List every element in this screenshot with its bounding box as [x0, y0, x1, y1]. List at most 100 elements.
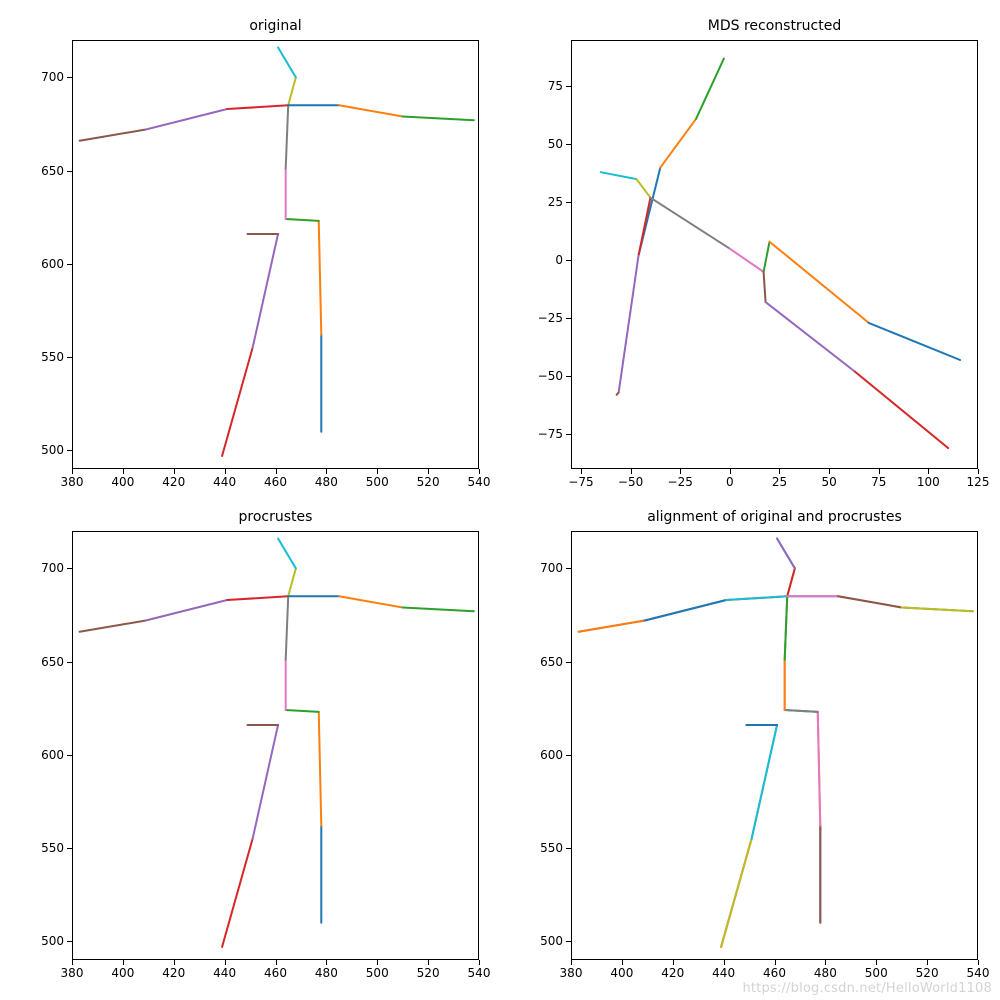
xtick-label: 420: [162, 966, 185, 980]
ytick-label: 500: [41, 443, 64, 457]
ytick-label: 650: [540, 655, 563, 669]
ytick-label: 550: [41, 841, 64, 855]
ytick-mark: [67, 848, 72, 849]
xtick-label: 400: [111, 966, 134, 980]
ytick-label: 0: [555, 253, 563, 267]
xtick-label: 540: [468, 475, 491, 489]
ytick-mark: [566, 568, 571, 569]
xtick-label: 125: [967, 475, 990, 489]
subplot-title: procrustes: [72, 509, 479, 525]
xtick-mark: [978, 469, 979, 474]
xtick-mark: [326, 469, 327, 474]
xtick-label: −50: [618, 475, 643, 489]
ytick-mark: [566, 941, 571, 942]
xtick-label: 480: [315, 475, 338, 489]
xtick-label: 500: [865, 966, 888, 980]
ytick-label: 500: [41, 934, 64, 948]
xtick-mark: [276, 960, 277, 965]
xtick-mark: [724, 960, 725, 965]
xtick-mark: [680, 469, 681, 474]
subplot-title: MDS reconstructed: [571, 18, 978, 34]
ytick-label: 650: [41, 655, 64, 669]
xtick-mark: [879, 469, 880, 474]
xtick-mark: [123, 469, 124, 474]
xtick-mark: [225, 469, 226, 474]
plot-lines: [72, 531, 479, 960]
ytick-label: 650: [41, 164, 64, 178]
ytick-label: 75: [548, 79, 563, 93]
xtick-label: −25: [668, 475, 693, 489]
xtick-label: 400: [610, 966, 633, 980]
xtick-label: 440: [213, 966, 236, 980]
xtick-label: 540: [967, 966, 990, 980]
xtick-mark: [928, 469, 929, 474]
watermark-text: https://blog.csdn.net/HelloWorld1108: [742, 981, 992, 996]
xtick-mark: [829, 469, 830, 474]
xtick-mark: [571, 960, 572, 965]
ytick-mark: [566, 86, 571, 87]
xtick-label: 380: [61, 475, 84, 489]
xtick-label: 480: [315, 966, 338, 980]
ytick-label: 600: [540, 748, 563, 762]
xtick-mark: [72, 469, 73, 474]
plot-lines: [571, 531, 978, 960]
xtick-mark: [775, 960, 776, 965]
xtick-mark: [622, 960, 623, 965]
plot-lines: [72, 40, 479, 469]
ytick-mark: [67, 357, 72, 358]
xtick-label: 460: [264, 475, 287, 489]
xtick-label: 380: [61, 966, 84, 980]
ytick-mark: [67, 77, 72, 78]
xtick-label: 75: [871, 475, 886, 489]
ytick-mark: [566, 434, 571, 435]
xtick-label: 440: [213, 475, 236, 489]
xtick-mark: [927, 960, 928, 965]
ytick-label: 50: [548, 137, 563, 151]
xtick-mark: [174, 960, 175, 965]
ytick-label: 500: [540, 934, 563, 948]
ytick-mark: [566, 848, 571, 849]
ytick-label: −25: [538, 311, 563, 325]
xtick-label: 0: [726, 475, 734, 489]
xtick-label: 420: [162, 475, 185, 489]
xtick-mark: [479, 960, 480, 965]
xtick-mark: [428, 960, 429, 965]
ytick-mark: [67, 171, 72, 172]
subplot-1: MDS reconstructed−75−50−250255075100125−…: [571, 40, 978, 469]
ytick-mark: [566, 755, 571, 756]
xtick-label: 460: [264, 966, 287, 980]
xtick-label: 420: [661, 966, 684, 980]
ytick-label: 700: [540, 561, 563, 575]
xtick-label: 520: [916, 966, 939, 980]
ytick-mark: [67, 662, 72, 663]
xtick-mark: [581, 469, 582, 474]
xtick-label: 440: [712, 966, 735, 980]
figure: https://blog.csdn.net/HelloWorld1108 ori…: [0, 0, 1000, 1000]
xtick-mark: [225, 960, 226, 965]
ytick-mark: [566, 662, 571, 663]
xtick-mark: [631, 469, 632, 474]
ytick-label: −75: [538, 427, 563, 441]
xtick-label: 520: [417, 475, 440, 489]
xtick-label: 100: [917, 475, 940, 489]
xtick-mark: [730, 469, 731, 474]
subplot-title: original: [72, 18, 479, 34]
xtick-mark: [428, 469, 429, 474]
xtick-mark: [276, 469, 277, 474]
xtick-label: 520: [417, 966, 440, 980]
xtick-mark: [876, 960, 877, 965]
xtick-label: 400: [111, 475, 134, 489]
subplot-title: alignment of original and procrustes: [571, 509, 978, 525]
ytick-mark: [566, 202, 571, 203]
xtick-label: 50: [821, 475, 836, 489]
xtick-mark: [673, 960, 674, 965]
subplot-2: procrustes380400420440460480500520540500…: [72, 531, 479, 960]
xtick-label: 500: [366, 966, 389, 980]
subplot-3: alignment of original and procrustes3804…: [571, 531, 978, 960]
ytick-label: 25: [548, 195, 563, 209]
ytick-label: 600: [41, 257, 64, 271]
xtick-label: 460: [763, 966, 786, 980]
ytick-mark: [566, 376, 571, 377]
xtick-mark: [174, 469, 175, 474]
ytick-label: 550: [41, 350, 64, 364]
